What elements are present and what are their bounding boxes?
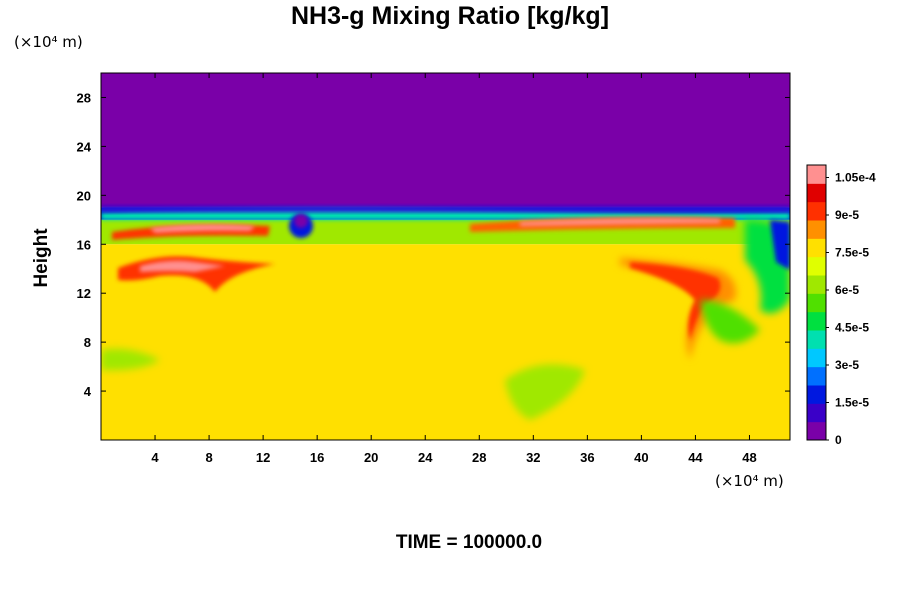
colorbar-segment <box>807 348 826 368</box>
colorbar-segment <box>807 183 826 203</box>
colorbar-segment <box>807 366 826 386</box>
field-feature <box>765 360 790 430</box>
x-axis: 4 8 12 16 20 24 28 32 36 40 44 48 <box>151 73 757 465</box>
field-feature <box>630 262 721 340</box>
field-feature <box>101 348 160 371</box>
field-feature <box>140 260 225 272</box>
colorbar-frame <box>806 164 827 441</box>
time-label: TIME = 100000.0 <box>395 532 543 553</box>
y-axis-unit-label: (×10⁴ m) <box>14 33 83 51</box>
y-tick-label: 12 <box>77 286 91 301</box>
chart-title: NH3-g Mixing Ratio [kg/kg] <box>290 2 610 30</box>
colorbar-segment <box>807 256 826 276</box>
x-tick-label: 8 <box>205 450 212 465</box>
colorbar-segment <box>807 421 826 441</box>
x-tick-label: 28 <box>472 450 486 465</box>
heatmap-field <box>101 73 790 440</box>
colorbar-tick-label: 1.05e-4 <box>835 171 876 185</box>
field-feature <box>101 206 790 212</box>
x-tick-label: 44 <box>688 450 703 465</box>
x-tick-label: 24 <box>418 450 433 465</box>
y-tick-label: 8 <box>84 335 91 350</box>
colorbar-tick-label: 7.5e-5 <box>835 246 869 260</box>
colorbar-segment <box>807 403 826 423</box>
colorbar-tick-label: 3e-5 <box>835 358 859 372</box>
colorbar: 0 1.5e-5 3e-5 4.5e-5 6e-5 7.5e-5 9e-5 1.05e-4 <box>806 164 876 447</box>
colorbar-segment <box>807 311 826 331</box>
colorbar-segment <box>807 293 826 313</box>
colorbar-tick-label: 6e-5 <box>835 283 859 297</box>
colorbar-tick-label: 4.5e-5 <box>835 321 869 335</box>
x-tick-label: 16 <box>310 450 324 465</box>
x-axis-unit-label: (×10⁴ m) <box>715 472 784 490</box>
colorbar-segment <box>807 385 826 404</box>
x-tick-label: 4 <box>151 450 159 465</box>
y-tick-label: 16 <box>77 237 91 252</box>
colorbar-tick-label: 1.5e-5 <box>835 396 869 410</box>
y-axis: 4 8 12 16 20 24 28 <box>77 90 790 399</box>
y-tick-label: 24 <box>77 139 92 154</box>
field-feature <box>294 214 308 228</box>
x-tick-label: 48 <box>742 450 756 465</box>
field-feature <box>505 364 585 420</box>
colorbar-segment <box>807 201 826 221</box>
colorbar-tick-label: 0 <box>835 433 842 447</box>
colorbar-segment <box>807 275 826 294</box>
field-feature <box>770 220 790 270</box>
x-tick-label: 36 <box>580 450 594 465</box>
colorbar-segment <box>807 220 826 239</box>
y-tick-label: 20 <box>77 188 91 203</box>
field-layer <box>101 73 790 208</box>
field-feature <box>520 218 720 226</box>
x-tick-label: 32 <box>526 450 540 465</box>
x-tick-label: 12 <box>256 450 270 465</box>
y-tick-label: 28 <box>77 90 91 105</box>
y-tick-label: 4 <box>84 384 92 399</box>
colorbar-segment <box>807 330 826 349</box>
x-tick-label: 20 <box>364 450 378 465</box>
field-feature <box>700 300 760 344</box>
colorbar-tick-label: 9e-5 <box>835 208 859 222</box>
field-feature <box>150 224 255 233</box>
colorbar-segment <box>807 165 826 184</box>
x-tick-label: 40 <box>634 450 648 465</box>
colorbar-segment <box>807 238 826 258</box>
plot-frame <box>100 72 791 441</box>
